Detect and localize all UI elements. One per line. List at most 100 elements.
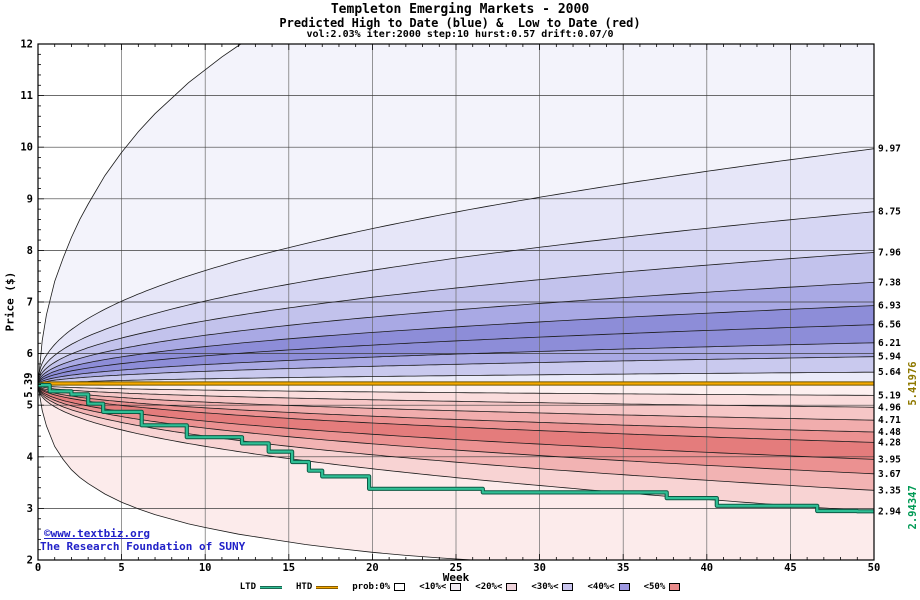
y-tick-label: 3 [27,503,33,515]
legend-line-swatch [316,585,339,589]
probability-band [38,385,874,491]
percentile-value-label: 3.95 [878,454,901,465]
percentile-boundary [38,282,874,386]
percentile-value-label: 5.19 [878,390,901,401]
percentile-value-label: 5.94 [878,352,901,363]
percentile-boundary [38,44,242,386]
percentile-boundary [38,211,874,386]
chart-title: Templeton Emerging Markets - 2000 [330,2,590,17]
legend-box-swatch [506,583,518,591]
ltd-final-value-label: 2.94347 [907,485,919,529]
percentile-value-label: 7.38 [878,277,901,288]
percentile-value-label: 4.96 [878,402,901,413]
legend-label: HTD [296,582,313,592]
legend-item-prob0: prob:0% [352,582,406,592]
probability-band [38,44,874,386]
x-axis-title: Week [442,571,470,584]
x-tick-label: 50 [868,562,881,574]
percentile-value-label: 3.35 [878,485,901,496]
legend-label: prob:0% [352,582,391,592]
x-tick-label: 45 [784,562,797,574]
axis-labels: 0 5 10 15 20 25 30 35 40 45 50234567891011129.978.… [20,39,919,575]
probability-band [38,385,874,443]
chart-params: vol:2.03% iter:2000 step:10 hurst:0.57 d… [306,29,614,40]
percentile-boundary [38,385,480,560]
probability-band [38,282,874,386]
percentile-boundary [38,324,874,386]
x-tick-label: 30 [533,562,546,574]
percentile-boundary [38,148,874,386]
legend-box-swatch [618,583,630,591]
percentile-value-label: 4.71 [878,415,901,426]
legend-item-htd: HTD [296,582,339,592]
y-tick-label: 11 [20,90,33,102]
probability-band [38,148,874,386]
legend-box-swatch [669,583,681,591]
percentile-value-label: 4.28 [878,437,901,448]
y-tick-label: 5 [27,400,33,412]
legend-item-20: <20%< [475,582,518,592]
probability-band [38,385,874,460]
legend-item-50: <50% [644,582,681,592]
legend-box-swatch [394,583,406,591]
legend-label: <20%< [475,582,503,592]
percentile-value-label: 6.93 [878,301,901,312]
legend-item-40: <40%< [587,582,630,592]
legend-line-swatch [260,585,282,589]
x-tick-label: 35 [617,562,630,574]
x-tick-label: 20 [366,562,379,574]
legend-label: LTD [239,582,256,592]
percentile-boundary [38,305,874,386]
x-tick-label: 5 [118,562,124,574]
watermark-org: The Research Foundation of SUNY [40,540,246,553]
legend-box-swatch [450,583,462,591]
probability-band [38,211,874,386]
probability-band [38,305,874,386]
probability-band [38,252,874,386]
plot-area [38,44,874,560]
y-tick-label: 2 [27,555,33,567]
percentile-boundary [38,385,874,491]
percentile-value-label: 6.56 [878,320,901,331]
legend-label: <40%< [587,582,615,592]
watermark-link[interactable]: ©www.textbiz.org [44,527,150,540]
x-tick-label: 0 [35,562,41,574]
chart-subtitle: Predicted High to Date (blue) & Low to D… [279,16,641,30]
legend-label: <10%< [419,582,447,592]
y-tick-label: 9 [27,193,33,205]
x-tick-label: 25 [450,562,463,574]
percentile-boundary [38,385,874,433]
legend-item-30: <30%< [531,582,574,592]
y-tick-label: 10 [20,142,33,154]
ltd-line [38,384,874,513]
percentile-value-label: 8.75 [878,207,901,218]
percentile-boundary [38,384,874,396]
percentile-value-label: 4.48 [878,427,901,438]
percentile-boundary [38,385,874,512]
axes [37,43,875,561]
percentile-boundary [38,252,874,386]
probability-band [38,385,874,512]
probability-band [38,385,874,432]
percentile-value-label: 9.97 [878,144,901,155]
grid-lines [38,44,874,560]
x-tick-label: 10 [199,562,212,574]
legend-label: <30%< [531,582,559,592]
percentile-boundary [38,356,874,386]
legend-item-10: <10%< [419,582,462,592]
start-price-label: 5.39 [23,372,35,397]
percentile-value-label: 2.94 [878,506,901,517]
percentile-boundary [38,384,874,408]
percentile-value-label: 6.21 [878,338,901,349]
probability-band [38,385,874,474]
probability-band [38,324,874,386]
legend-box-swatch [562,583,574,591]
y-tick-label: 12 [20,39,33,51]
x-tick-label: 15 [282,562,295,574]
percentile-value-label: 5.64 [878,367,901,378]
legend-label: <50% [643,582,666,592]
percentile-boundary [38,385,874,460]
legend-item-ltd: LTD [240,582,282,592]
